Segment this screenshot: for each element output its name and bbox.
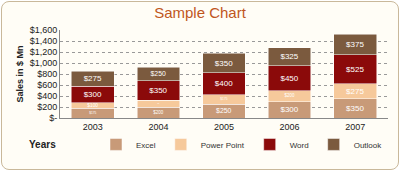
svg-text:$300: $300 [280,105,298,114]
svg-text:Outlook: Outlook [354,141,383,150]
svg-text:Word: Word [290,141,309,150]
svg-text:$525: $525 [346,65,364,74]
svg-text:2004: 2004 [148,122,168,132]
svg-text:Power Point: Power Point [201,141,245,150]
svg-text:$1,400: $1,400 [30,36,58,46]
svg-text:$350: $350 [215,59,233,68]
svg-text:$375: $375 [346,40,364,49]
svg-text:2007: 2007 [345,122,365,132]
svg-text:$200: $200 [37,102,57,112]
svg-text:Excel: Excel [136,141,156,150]
svg-text:2005: 2005 [214,122,234,132]
svg-text:$100: $100 [87,103,98,108]
svg-text:$200: $200 [153,110,163,115]
svg-text:$600: $600 [37,80,57,90]
svg-text:$350: $350 [346,104,364,113]
svg-text:$250: $250 [151,70,166,77]
svg-text:Sample Chart: Sample Chart [154,4,247,21]
svg-text:$1,200: $1,200 [30,47,58,57]
svg-text:$800: $800 [37,69,57,79]
svg-text:$350: $350 [149,86,167,95]
svg-text:$1,000: $1,000 [30,58,58,68]
svg-text:$250: $250 [216,107,231,114]
svg-text:$300: $300 [84,90,102,99]
svg-text:Sales in $ Mn: Sales in $ Mn [15,45,25,102]
svg-text:2003: 2003 [83,122,103,132]
svg-text:$450: $450 [280,74,298,83]
svg-text:$275: $275 [346,87,364,96]
svg-text:$1,600: $1,600 [30,25,58,35]
svg-text:$175: $175 [220,97,227,101]
svg-text:$325: $325 [280,52,298,61]
svg-text:$200: $200 [285,93,295,98]
svg-text:$275: $275 [84,74,102,83]
svg-text:2006: 2006 [280,122,300,132]
svg-text:$125: $125 [158,103,160,104]
svg-text:$400: $400 [215,79,233,88]
svg-text:$400: $400 [37,91,57,101]
svg-text:$-: $- [49,113,57,123]
svg-text:Years: Years [29,139,56,150]
svg-text:$175: $175 [89,111,96,115]
